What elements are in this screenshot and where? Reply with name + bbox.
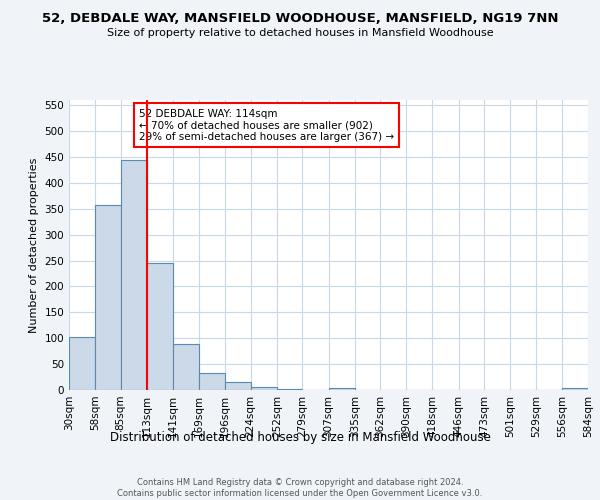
Y-axis label: Number of detached properties: Number of detached properties: [29, 158, 39, 332]
Bar: [199, 374, 224, 390]
Bar: [562, 388, 588, 390]
Text: Distribution of detached houses by size in Mansfield Woodhouse: Distribution of detached houses by size …: [110, 431, 490, 444]
Bar: [251, 388, 277, 390]
Bar: [277, 389, 302, 390]
Bar: [121, 160, 147, 390]
Bar: [147, 262, 173, 390]
Text: Contains HM Land Registry data © Crown copyright and database right 2024.
Contai: Contains HM Land Registry data © Crown c…: [118, 478, 482, 498]
Text: 52 DEBDALE WAY: 114sqm
← 70% of detached houses are smaller (902)
29% of semi-de: 52 DEBDALE WAY: 114sqm ← 70% of detached…: [139, 108, 394, 142]
Text: 52, DEBDALE WAY, MANSFIELD WOODHOUSE, MANSFIELD, NG19 7NN: 52, DEBDALE WAY, MANSFIELD WOODHOUSE, MA…: [42, 12, 558, 26]
Bar: [224, 382, 251, 390]
Text: Size of property relative to detached houses in Mansfield Woodhouse: Size of property relative to detached ho…: [107, 28, 493, 38]
Bar: [69, 336, 95, 390]
Bar: [95, 205, 121, 390]
Bar: [173, 344, 199, 390]
Bar: [329, 388, 355, 390]
